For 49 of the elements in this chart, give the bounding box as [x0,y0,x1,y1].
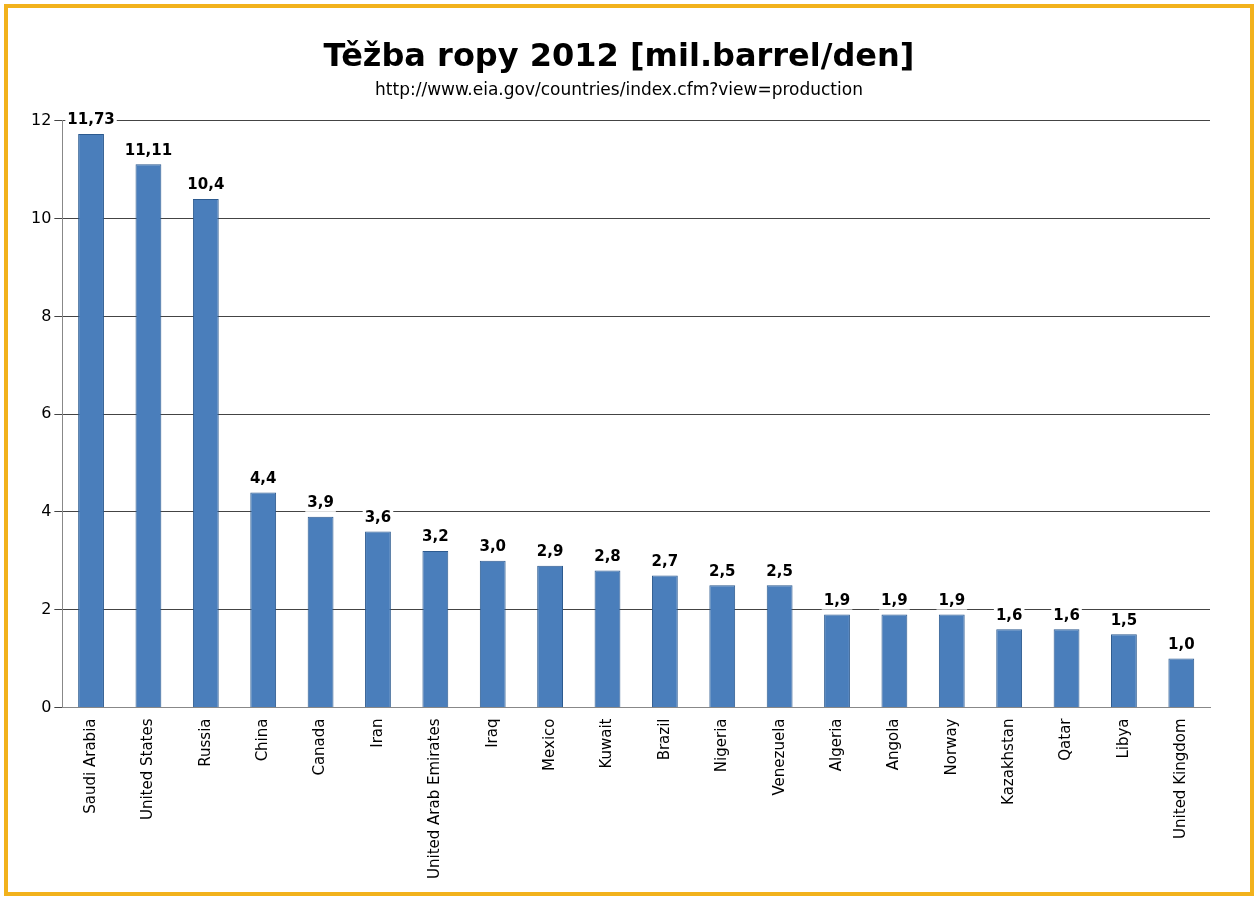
y-tick-label: 0 [41,696,52,716]
data-label: 4,4 [249,468,277,487]
data-label: 11,73 [67,110,115,129]
data-label: 2,5 [708,561,736,580]
data-label: 1,6 [995,605,1023,624]
data-label: 1,9 [823,590,851,609]
x-tick-label: Qatar [1056,717,1075,761]
x-tick-label: Canada [310,718,329,776]
x-tick-label: Kuwait [597,718,616,769]
x-tick-label: Brazil [654,718,673,761]
data-label: 10,4 [187,175,225,194]
y-tick-label: 8 [41,305,52,325]
x-tick-label: Iran [367,718,386,748]
y-tick-label: 10 [31,207,52,227]
x-tick-label: United Kingdom [1171,718,1190,839]
x-tick-label: Algeria [826,718,845,772]
data-label: 3,9 [307,493,334,512]
x-tick-label: Nigeria [712,718,731,773]
data-label: 2,8 [594,546,621,565]
data-label: 1,5 [1110,610,1138,629]
x-tick-label: China [253,718,272,762]
data-label: 1,9 [881,590,908,609]
data-label: 1,6 [1053,605,1080,624]
chart-subtitle: http://www.eia.gov/countries/index.cfm?view=production [375,79,863,100]
x-tick-label: Kazakhstan [999,718,1018,805]
x-tick-label: Russia [195,718,214,767]
data-label: 3,0 [479,537,507,556]
y-tick-label: 6 [41,403,52,423]
data-label: 11,11 [124,140,173,159]
chart-title: Těžba ropy 2012 [mil.barrel/den] [323,35,915,74]
y-tick-label: 2 [41,598,52,618]
x-tick-label: Saudi Arabia [80,718,99,814]
x-tick-label: Iraq [482,718,501,748]
data-label: 3,2 [422,527,449,546]
x-tick-label: Angola [884,718,903,771]
y-tick-label: 4 [41,501,52,521]
data-label: 1,9 [938,590,966,609]
data-label: 2,7 [651,551,679,570]
data-label: 2,9 [536,542,564,561]
data-label: 3,6 [364,507,392,526]
x-tick-label: United Arab Emirates [425,718,444,880]
x-tick-label: Libya [1113,718,1132,759]
y-tick-label: 12 [31,109,52,129]
x-tick-label: Mexico [540,718,558,771]
x-tick-label: Venezuela [769,718,788,796]
x-tick-label: Norway [941,718,960,776]
data-label: 2,5 [766,561,793,580]
x-tick-label: United States [138,718,157,821]
data-label: 1,0 [1168,635,1195,653]
